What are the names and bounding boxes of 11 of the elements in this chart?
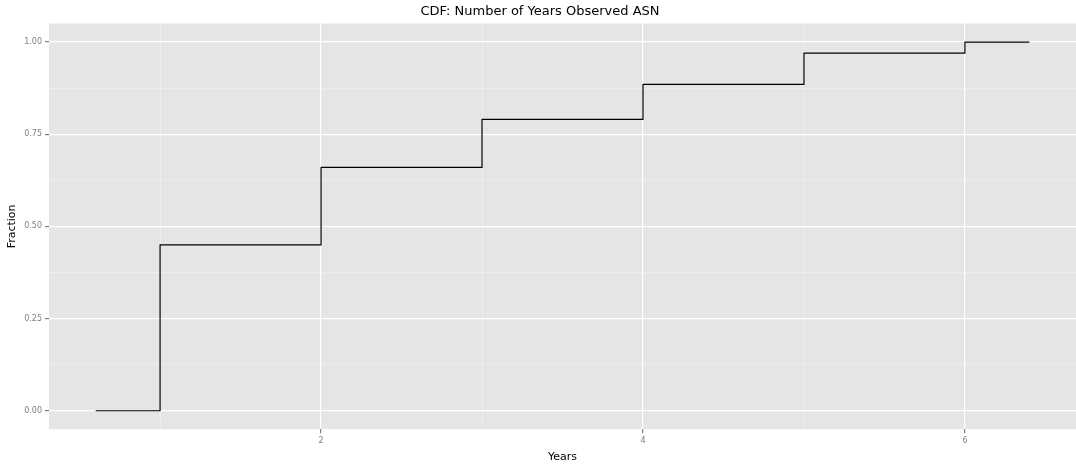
y-tick-label: 1.00 [24, 37, 43, 47]
y-tick-label: 0.50 [24, 221, 43, 231]
chart-title: CDF: Number of Years Observed ASN [420, 3, 660, 19]
y-tick-label: 0.25 [24, 313, 43, 323]
x-tick-label: 6 [962, 436, 968, 446]
y-axis-title: Fraction [5, 204, 19, 249]
y-tick-label: 0.00 [24, 405, 43, 415]
x-tick-label: 4 [640, 436, 646, 446]
x-axis-title: Years [546, 450, 578, 464]
y-tick-label: 0.75 [24, 129, 43, 139]
x-tick-label: 2 [318, 436, 324, 446]
